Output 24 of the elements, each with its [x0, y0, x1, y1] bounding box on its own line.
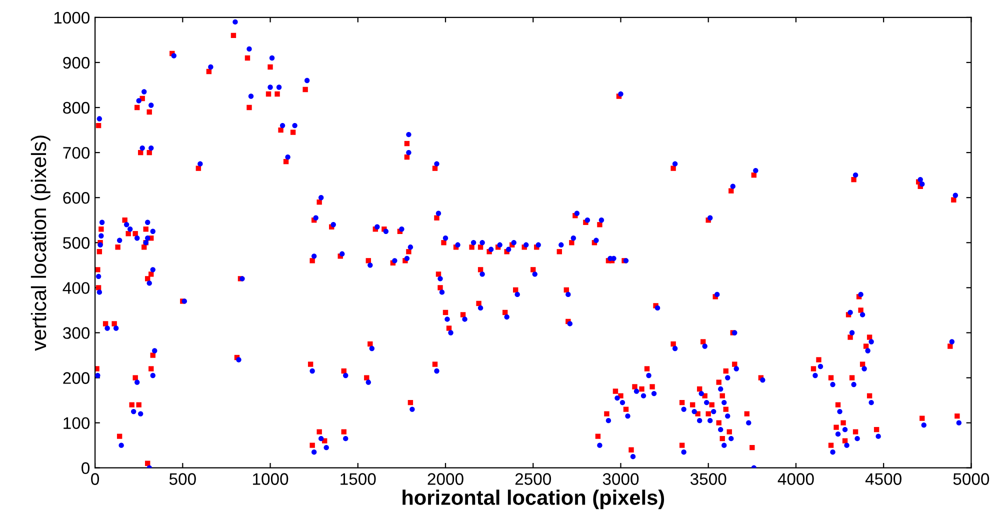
x-tick-label: 2000 — [428, 473, 464, 485]
y-tick-label: 800 — [63, 102, 90, 114]
x-tick-label: 4000 — [778, 473, 814, 485]
y-tick-label: 200 — [63, 372, 90, 384]
y-tick-label: 300 — [63, 327, 90, 339]
x-tick-label: 3500 — [690, 473, 726, 485]
y-tick-label: 500 — [63, 237, 90, 249]
x-tick-label: 4500 — [865, 473, 902, 485]
y-tick-label: 100 — [64, 417, 90, 430]
y-axis-title: vertical location (pixels) — [30, 136, 50, 351]
y-tick-label: 400 — [62, 282, 90, 294]
y-tick-label: 700 — [63, 146, 90, 159]
x-tick-label: 0 — [91, 473, 100, 485]
x-tick-label: 500 — [169, 473, 196, 485]
x-axis-title: horizontal location (pixels) — [402, 490, 664, 510]
y-tick-label: 600 — [63, 192, 90, 204]
x-tick-label: 3000 — [602, 473, 639, 485]
x-tick-label: 1000 — [253, 473, 288, 485]
x-tick-label: 1500 — [340, 473, 376, 485]
y-tick-label: 1000 — [54, 12, 90, 24]
y-tick-label: 900 — [63, 56, 90, 69]
y-tick-label: 0 — [82, 462, 90, 474]
x-tick-label: 2500 — [515, 473, 552, 485]
x-tick-label: 5000 — [953, 473, 990, 485]
